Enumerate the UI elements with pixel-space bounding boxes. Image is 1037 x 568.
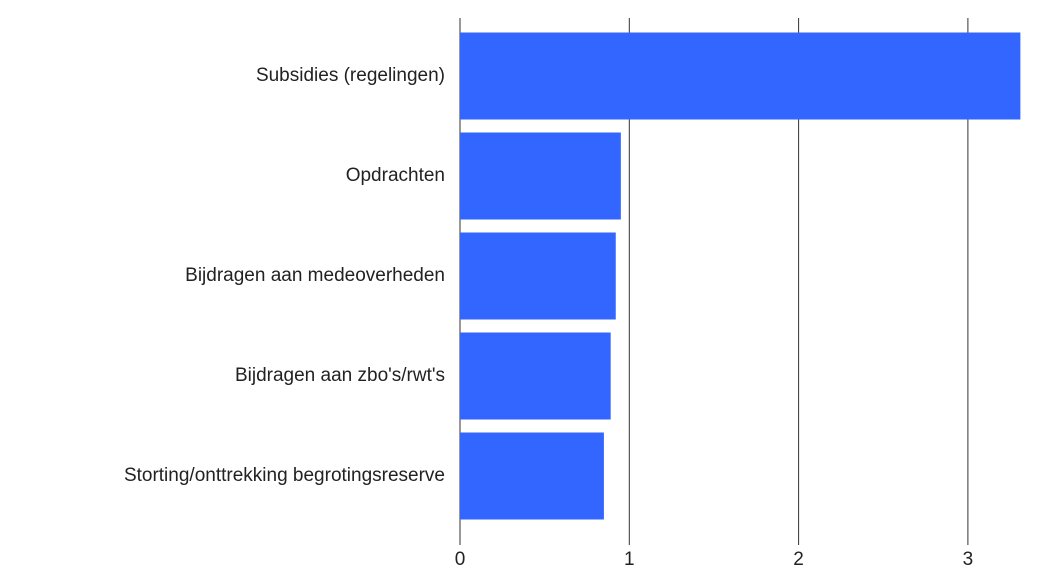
bar xyxy=(460,232,616,320)
x-tick-label: 1 xyxy=(624,549,635,568)
x-tick-label: 2 xyxy=(793,549,804,568)
y-tick-label: Subsidies (regelingen) xyxy=(256,65,445,86)
y-tick-label: Storting/onttrekking begrotingsreserve xyxy=(124,465,445,486)
bar xyxy=(460,32,1021,120)
bar xyxy=(460,132,621,220)
x-tick-label: 0 xyxy=(455,549,466,568)
y-tick-label: Bijdragen aan zbo's/rwt's xyxy=(235,365,445,386)
x-tick-label: 3 xyxy=(963,549,974,568)
bar xyxy=(460,432,604,520)
bar xyxy=(460,332,611,420)
y-tick-label: Opdrachten xyxy=(346,165,445,186)
y-tick-label: Bijdragen aan medeoverheden xyxy=(185,265,445,286)
